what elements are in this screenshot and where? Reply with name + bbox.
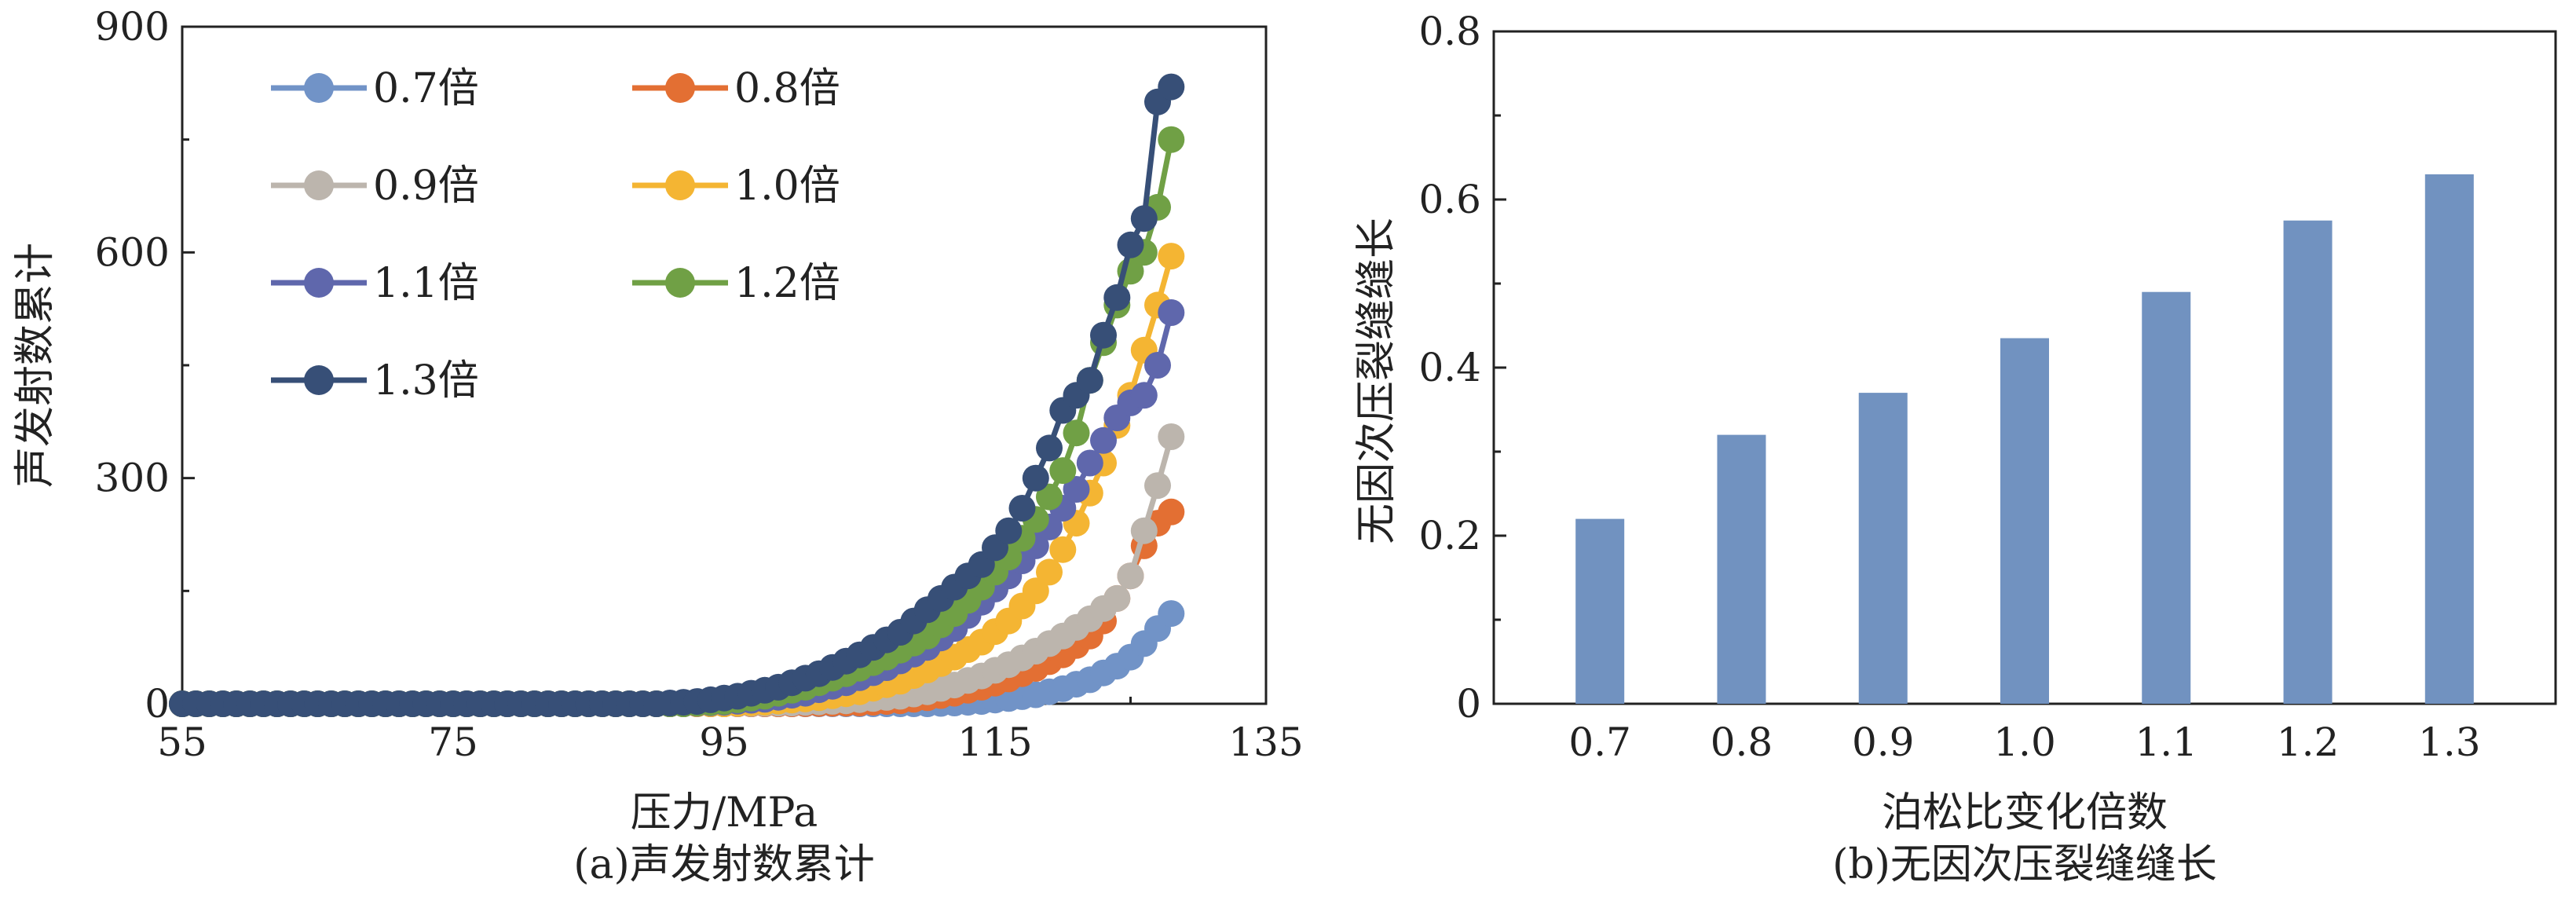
y-tick-label: 0.6 — [1418, 177, 1481, 222]
data-point — [1158, 600, 1185, 628]
data-point — [1103, 284, 1131, 311]
data-point — [1144, 472, 1171, 500]
y-tick-label: 0 — [1456, 681, 1481, 727]
panel-b-bar-chart: 0 0.2 0.4 0.6 0.8 0.7 0.8 0.9 1.0 1.1 1.2 1.3 泊松比变化… — [1353, 9, 2557, 888]
x-tick-label: 135 — [1228, 719, 1303, 765]
legend-marker — [665, 73, 695, 103]
x-tick-label: 1.1 — [2135, 719, 2198, 765]
legend-label: 1.1倍 — [373, 260, 479, 307]
data-point — [1049, 536, 1077, 563]
data-point — [1158, 126, 1185, 153]
data-point — [1008, 495, 1036, 522]
x-tick-label: 0.7 — [1568, 719, 1631, 765]
bar-0.8 — [1717, 434, 1766, 704]
y-tick-label: 0 — [145, 681, 170, 727]
panel-a-legend: 0.7倍 0.8倍 0.9倍 1.0倍 1.1倍 1.2倍 1.3倍 — [271, 65, 840, 405]
legend-marker — [304, 365, 334, 395]
x-tick-label: 95 — [699, 719, 749, 765]
data-point — [1063, 476, 1090, 503]
x-tick-label: 0.8 — [1711, 719, 1773, 765]
data-point — [1158, 73, 1185, 101]
data-point — [1117, 231, 1144, 258]
data-point — [1117, 562, 1144, 590]
data-point — [1076, 449, 1103, 477]
y-tick-label: 900 — [95, 4, 170, 49]
series-1.2倍 — [169, 126, 1185, 717]
data-point — [1049, 457, 1077, 485]
bar-0.9 — [1858, 393, 1908, 704]
y-tick-label: 0.8 — [1418, 9, 1481, 54]
panel-b-y-axis-label: 无因次压裂缝缝长 — [1353, 218, 1400, 544]
x-tick-label: 1.2 — [2277, 719, 2340, 765]
panel-b-ticks: 0 0.2 0.4 0.6 0.8 0.7 0.8 0.9 1.0 1.1 1.2 1.3 — [1418, 9, 2480, 765]
bar-1.2 — [2283, 220, 2333, 704]
data-point — [1063, 419, 1090, 447]
data-point — [1076, 367, 1103, 394]
data-point — [1158, 243, 1185, 270]
bar-1.1 — [2142, 291, 2191, 704]
legend-label: 0.8倍 — [734, 65, 840, 112]
bar-0.7 — [1575, 518, 1625, 704]
data-point — [1130, 205, 1158, 232]
panel-b-x-axis-label: 泊松比变化倍数 — [1882, 789, 2168, 837]
bar-1.3 — [2424, 174, 2474, 704]
legend-marker — [304, 73, 334, 103]
data-point — [1036, 483, 1063, 511]
legend-marker — [304, 170, 334, 200]
data-point — [1158, 423, 1185, 450]
legend-label: 1.2倍 — [734, 260, 840, 307]
x-tick-label: 1.0 — [1993, 719, 2056, 765]
y-tick-label: 600 — [95, 229, 170, 275]
panel-a-x-axis-label: 压力/MPa — [631, 789, 818, 837]
legend-label: 1.3倍 — [373, 357, 479, 405]
legend-marker — [665, 170, 695, 200]
panel-a-caption: (a)声发射数累计 — [573, 841, 875, 888]
data-point — [1036, 558, 1063, 586]
x-tick-label: 1.3 — [2418, 719, 2481, 765]
data-point — [1036, 434, 1063, 462]
x-tick-label: 55 — [157, 719, 207, 765]
data-point — [1090, 321, 1117, 349]
data-point — [1103, 584, 1131, 612]
x-tick-label: 115 — [957, 719, 1032, 765]
data-point — [1158, 498, 1185, 525]
legend-label: 0.7倍 — [373, 65, 479, 112]
y-tick-label: 0.2 — [1418, 513, 1481, 558]
panel-a-series — [169, 73, 1185, 717]
y-tick-label: 300 — [95, 456, 170, 501]
y-tick-label: 0.4 — [1418, 345, 1481, 390]
data-point — [1022, 464, 1049, 492]
legend-label: 1.0倍 — [734, 163, 840, 210]
legend-marker — [665, 268, 695, 298]
x-tick-label: 0.9 — [1852, 719, 1915, 765]
panel-a-line-chart: 55 75 95 115 135 0 300 600 900 0.7倍 0.8倍 0.9倍 1.0倍 1… — [12, 4, 1304, 888]
data-point — [1090, 427, 1117, 454]
legend-label: 0.9倍 — [373, 163, 479, 210]
data-point — [1022, 577, 1049, 605]
x-tick-label: 75 — [428, 719, 478, 765]
series-1.3倍 — [169, 73, 1185, 717]
bar-1.0 — [2000, 338, 2049, 704]
panel-a-ticks: 55 75 95 115 135 0 300 600 900 — [95, 4, 1304, 765]
data-point — [1158, 299, 1185, 326]
data-point — [1130, 382, 1158, 409]
data-point — [1144, 352, 1171, 379]
panel-b-bars — [1575, 174, 2474, 704]
data-point — [995, 517, 1023, 544]
legend-marker — [304, 268, 334, 298]
panel-b-caption: (b)无因次压裂缝缝长 — [1832, 841, 2217, 888]
panel-a-y-axis-label: 声发射数累计 — [12, 243, 59, 488]
data-point — [1130, 517, 1158, 544]
